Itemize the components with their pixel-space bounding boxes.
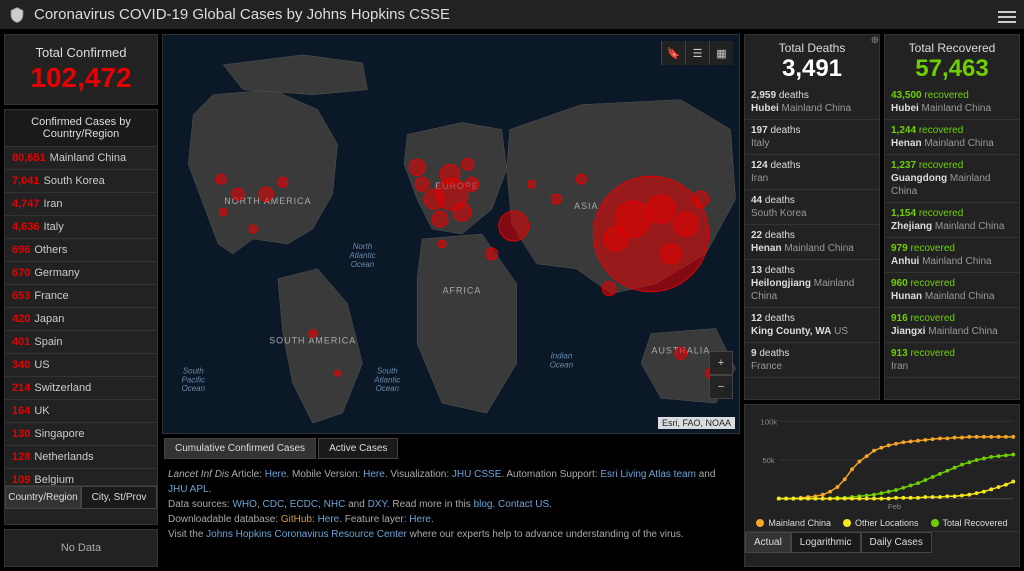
list-item[interactable]: 43,500 recoveredHubei Mainland China: [885, 85, 1019, 120]
y-label-100k: 100k: [760, 417, 777, 426]
list-item[interactable]: 401Spain: [5, 331, 157, 354]
list-item[interactable]: 4,747Iran: [5, 193, 157, 216]
map-toolbar: 🔖 ☰ ▦: [661, 41, 733, 65]
svg-text:IndianOcean: IndianOcean: [550, 351, 574, 369]
legend-icon[interactable]: ☰: [685, 41, 709, 65]
jhu-logo-icon: [8, 6, 26, 24]
bookmark-icon[interactable]: 🔖: [661, 41, 685, 65]
zoom-in-button[interactable]: +: [709, 351, 733, 375]
list-item[interactable]: 44 deathsSouth Korea: [745, 190, 879, 225]
svg-text:ASIA: ASIA: [574, 201, 598, 211]
tab-country-region[interactable]: Country/Region: [5, 486, 81, 509]
map-panel[interactable]: NORTH AMERICAEUROPEASIAAFRICASOUTH AMERI…: [162, 34, 740, 434]
list-item[interactable]: 214Switzerland: [5, 377, 157, 400]
list-item[interactable]: 109Belgium: [5, 469, 157, 485]
legend-item: Total Recovered: [931, 518, 1008, 528]
deaths-value: 3,491: [745, 55, 879, 83]
list-item[interactable]: 340US: [5, 354, 157, 377]
extent-icon[interactable]: ⊕: [868, 33, 882, 47]
list-item[interactable]: 197 deathsItaly: [745, 120, 879, 155]
list-item[interactable]: 2,959 deathsHubei Mainland China: [745, 85, 879, 120]
zoom-controls: + −: [709, 351, 733, 399]
list-item[interactable]: 670Germany: [5, 262, 157, 285]
confirmed-tabs: Country/RegionCity, St/Prov: [5, 485, 157, 509]
recovered-label: Total Recovered: [885, 41, 1019, 55]
legend-item: Other Locations: [843, 518, 919, 528]
list-item[interactable]: 13 deathsHeilongjiang Mainland China: [745, 260, 879, 308]
list-item[interactable]: 696Others: [5, 239, 157, 262]
chart-legend: Mainland China Other Locations Total Recov…: [745, 515, 1019, 531]
list-item[interactable]: 12 deathsKing County, WA US: [745, 308, 879, 343]
svg-text:AFRICA: AFRICA: [443, 286, 482, 296]
x-label-feb: Feb: [888, 502, 901, 511]
tab-actual[interactable]: Actual: [745, 532, 791, 553]
list-item[interactable]: 7,041South Korea: [5, 170, 157, 193]
total-confirmed-label: Total Confirmed: [5, 45, 157, 60]
list-item[interactable]: 128Netherlands: [5, 446, 157, 469]
chart-tabs: ActualLogarithmicDaily Cases: [745, 531, 1019, 553]
nodata-panel: No Data: [4, 529, 158, 567]
deaths-list[interactable]: 2,959 deathsHubei Mainland China197 deat…: [745, 85, 879, 399]
confirmed-items[interactable]: 80,651Mainland China7,041South Korea4,74…: [5, 147, 157, 485]
y-label-50k: 50k: [762, 456, 775, 465]
list-item[interactable]: 979 recoveredAnhui Mainland China: [885, 238, 1019, 273]
list-item[interactable]: 1,237 recoveredGuangdong Mainland China: [885, 155, 1019, 203]
page-title: Coronavirus COVID-19 Global Cases by Joh…: [34, 6, 998, 23]
basemap-icon[interactable]: ▦: [709, 41, 733, 65]
list-item[interactable]: 960 recoveredHunan Mainland China: [885, 273, 1019, 308]
recovered-value: 57,463: [885, 55, 1019, 83]
list-item[interactable]: 80,651Mainland China: [5, 147, 157, 170]
list-item[interactable]: 1,244 recoveredHenan Mainland China: [885, 120, 1019, 155]
tab-daily-cases[interactable]: Daily Cases: [861, 532, 932, 553]
confirmed-list-panel: Confirmed Cases by Country/Region 80,651…: [4, 109, 158, 525]
total-confirmed-panel: Total Confirmed 102,472: [4, 34, 158, 105]
map-attribution: Esri, FAO, NOAA: [658, 417, 735, 429]
tab-active-cases[interactable]: Active Cases: [318, 438, 398, 459]
list-item[interactable]: 420Japan: [5, 308, 157, 331]
list-item[interactable]: 22 deathsHenan Mainland China: [745, 225, 879, 260]
list-item[interactable]: 913 recoveredIran: [885, 343, 1019, 378]
menu-icon[interactable]: [998, 8, 1016, 22]
svg-text:NorthAtlanticOcean: NorthAtlanticOcean: [348, 242, 375, 269]
case-tabs: Cumulative Confirmed CasesActive Cases: [164, 438, 740, 459]
chart-panel: 100k 50k Feb Mainland China Other Locatio…: [744, 404, 1020, 567]
page-header: Coronavirus COVID-19 Global Cases by Joh…: [0, 0, 1024, 30]
list-item[interactable]: 653France: [5, 285, 157, 308]
recovered-list[interactable]: 43,500 recoveredHubei Mainland China1,24…: [885, 85, 1019, 399]
zoom-out-button[interactable]: −: [709, 375, 733, 399]
confirmed-list-header: Confirmed Cases by Country/Region: [5, 110, 157, 147]
legend-item: Mainland China: [756, 518, 831, 528]
list-item[interactable]: 9 deathsFrance: [745, 343, 879, 378]
tab-cumulative-confirmed-cases[interactable]: Cumulative Confirmed Cases: [164, 438, 316, 459]
tab-city-st-prov[interactable]: City, St/Prov: [81, 486, 157, 509]
list-item[interactable]: 124 deathsIran: [745, 155, 879, 190]
total-confirmed-value: 102,472: [5, 62, 157, 94]
svg-text:SouthAtlanticOcean: SouthAtlanticOcean: [373, 366, 400, 393]
tab-logarithmic[interactable]: Logarithmic: [791, 532, 861, 553]
list-item[interactable]: 4,636Italy: [5, 216, 157, 239]
deaths-label: Total Deaths: [745, 41, 879, 55]
recovered-panel: Total Recovered 57,463 43,500 recoveredH…: [884, 34, 1020, 400]
credits-panel: Lancet Inf Dis Article: Here. Mobile Ver…: [162, 463, 740, 559]
nodata-text: No Data: [5, 530, 157, 566]
list-item[interactable]: 916 recoveredJiangxi Mainland China: [885, 308, 1019, 343]
list-item[interactable]: 130Singapore: [5, 423, 157, 446]
svg-text:SouthPacificOcean: SouthPacificOcean: [182, 366, 206, 393]
deaths-panel: Total Deaths 3,491 2,959 deathsHubei Mai…: [744, 34, 880, 400]
list-item[interactable]: 1,154 recoveredZhejiang Mainland China: [885, 203, 1019, 238]
list-item[interactable]: 164UK: [5, 400, 157, 423]
